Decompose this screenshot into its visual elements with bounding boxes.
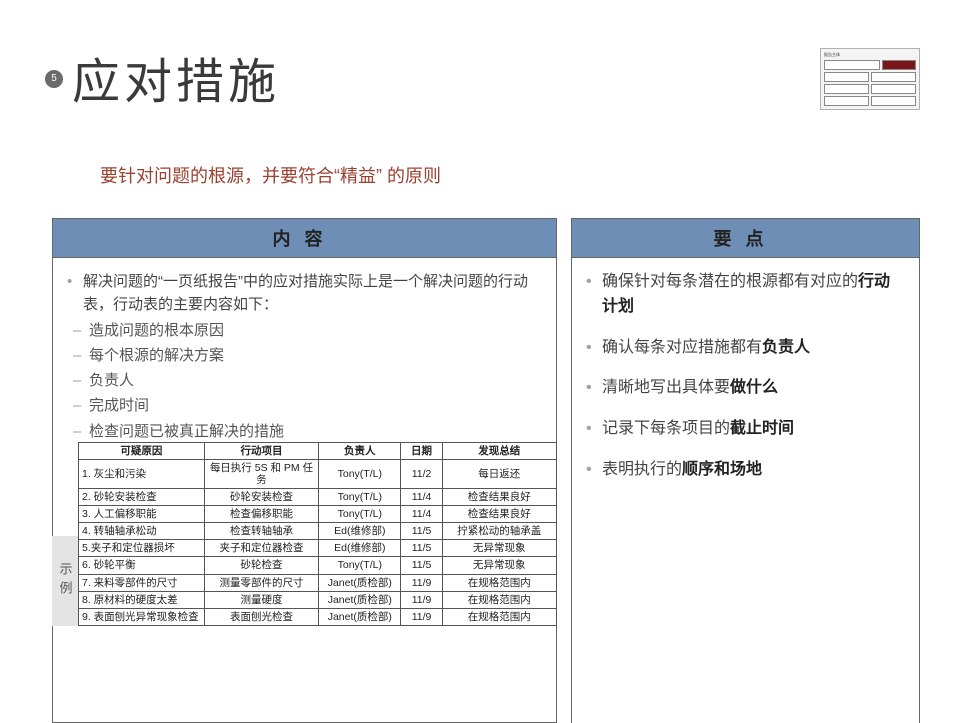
- table-cell: 11/4: [401, 489, 442, 506]
- table-cell: 夹子和定位器检查: [204, 540, 318, 557]
- table-cell: 11/2: [401, 460, 442, 489]
- table-cell: 无异常现象: [442, 540, 556, 557]
- content-panel-header: 内容: [53, 219, 556, 258]
- page-subtitle: 要针对问题的根源，并要符合“精益” 的原则: [100, 162, 441, 188]
- table-cell: 11/5: [401, 557, 442, 574]
- keypoint-item: •确认每条对应措施都有负责人: [586, 336, 905, 361]
- table-cell: 测量零部件的尺寸: [204, 574, 318, 591]
- keypoint-item: •确保针对每条潜在的根源都有对应的行动计划: [586, 270, 905, 320]
- table-cell: Ed(维修部): [319, 540, 401, 557]
- table-cell: 2. 砂轮安装检查: [79, 489, 205, 506]
- content-panel-body: •解决问题的“一页纸报告”中的应对措施实际上是一个解决问题的行动表，行动表的主要…: [53, 258, 556, 459]
- keypoints-panel-body: •确保针对每条潜在的根源都有对应的行动计划 •确认每条对应措施都有负责人 •清晰地写…: [572, 258, 919, 513]
- table-cell: Tony(T/L): [319, 506, 401, 523]
- content-dash-item: –每个根源的解决方案: [67, 344, 542, 367]
- table-cell: 拧紧松动的轴承盖: [442, 523, 556, 540]
- table-cell: Tony(T/L): [319, 489, 401, 506]
- keypoint-item: •清晰地写出具体要做什么: [586, 376, 905, 401]
- example-table-header: 可疑原因: [79, 443, 205, 460]
- table-row: 8. 原材料的硬度太差测量硬度Janet(质检部)11/9在规格范围内: [79, 591, 557, 608]
- table-cell: Tony(T/L): [319, 557, 401, 574]
- table-row: 7. 来料零部件的尺寸测量零部件的尺寸Janet(质检部)11/9在规格范围内: [79, 574, 557, 591]
- keypoints-panel: 要点 •确保针对每条潜在的根源都有对应的行动计划 •确认每条对应措施都有负责人 •清…: [571, 218, 920, 723]
- table-cell: Janet(质检部): [319, 608, 401, 625]
- table-cell: 检查转轴轴承: [204, 523, 318, 540]
- mini-preview-thumbnail: 报告主体: [820, 48, 920, 110]
- table-cell: Tony(T/L): [319, 460, 401, 489]
- table-cell: 无异常现象: [442, 557, 556, 574]
- table-cell: 在规格范围内: [442, 574, 556, 591]
- table-cell: Janet(质检部): [319, 574, 401, 591]
- table-cell: Janet(质检部): [319, 591, 401, 608]
- example-tab-label: 示例: [52, 536, 78, 626]
- table-cell: Ed(维修部): [319, 523, 401, 540]
- table-cell: 砂轮安装检查: [204, 489, 318, 506]
- table-cell: 8. 原材料的硬度太差: [79, 591, 205, 608]
- page-title: 应对措施: [72, 42, 280, 112]
- table-cell: 在规格范围内: [442, 608, 556, 625]
- table-cell: 9. 表面刨光异常现象检查: [79, 608, 205, 625]
- table-row: 6. 砂轮平衡砂轮检查Tony(T/L)11/5无异常现象: [79, 557, 557, 574]
- table-cell: 11/4: [401, 506, 442, 523]
- table-cell: 11/9: [401, 574, 442, 591]
- table-row: 3. 人工偏移职能检查偏移职能Tony(T/L)11/4检查结果良好: [79, 506, 557, 523]
- table-row: 9. 表面刨光异常现象检查表面刨光检查Janet(质检部)11/9在规格范围内: [79, 608, 557, 625]
- table-cell: 检查偏移职能: [204, 506, 318, 523]
- table-cell: 测量硬度: [204, 591, 318, 608]
- table-row: 5.夹子和定位器损坏夹子和定位器检查Ed(维修部)11/5无异常现象: [79, 540, 557, 557]
- example-table-header: 行动项目: [204, 443, 318, 460]
- keypoint-item: •记录下每条项目的截止时间: [586, 417, 905, 442]
- table-cell: 11/9: [401, 591, 442, 608]
- content-dash-item: –造成问题的根本原因: [67, 319, 542, 342]
- example-table: 可疑原因行动项目负责人日期发现总结 1. 灰尘和污染每日执行 5S 和 PM 任…: [78, 442, 557, 626]
- table-row: 2. 砂轮安装检查砂轮安装检查Tony(T/L)11/4检查结果良好: [79, 489, 557, 506]
- page-number-badge: 5: [45, 70, 63, 88]
- table-cell: 检查结果良好: [442, 506, 556, 523]
- example-section: 示例 可疑原因行动项目负责人日期发现总结 1. 灰尘和污染每日执行 5S 和 P…: [52, 442, 557, 626]
- table-row: 1. 灰尘和污染每日执行 5S 和 PM 任务Tony(T/L)11/2每日返还: [79, 460, 557, 489]
- table-cell: 表面刨光检查: [204, 608, 318, 625]
- keypoint-item: •表明执行的顺序和场地: [586, 458, 905, 483]
- table-cell: 11/5: [401, 540, 442, 557]
- table-cell: 11/9: [401, 608, 442, 625]
- content-dash-item: –检查问题已被真正解决的措施: [67, 420, 542, 443]
- table-cell: 6. 砂轮平衡: [79, 557, 205, 574]
- content-dash-item: –完成时间: [67, 394, 542, 417]
- table-cell: 11/5: [401, 523, 442, 540]
- table-cell: 4. 转轴轴承松动: [79, 523, 205, 540]
- table-cell: 检查结果良好: [442, 489, 556, 506]
- table-cell: 7. 来料零部件的尺寸: [79, 574, 205, 591]
- table-cell: 每日执行 5S 和 PM 任务: [204, 460, 318, 489]
- table-cell: 砂轮检查: [204, 557, 318, 574]
- table-row: 4. 转轴轴承松动检查转轴轴承Ed(维修部)11/5拧紧松动的轴承盖: [79, 523, 557, 540]
- keypoints-panel-header: 要点: [572, 219, 919, 258]
- content-lead: 解决问题的“一页纸报告”中的应对措施实际上是一个解决问题的行动表，行动表的主要内…: [83, 270, 542, 317]
- table-cell: 5.夹子和定位器损坏: [79, 540, 205, 557]
- table-cell: 在规格范围内: [442, 591, 556, 608]
- table-cell: 3. 人工偏移职能: [79, 506, 205, 523]
- table-cell: 1. 灰尘和污染: [79, 460, 205, 489]
- content-dash-item: –负责人: [67, 369, 542, 392]
- example-table-header: 发现总结: [442, 443, 556, 460]
- example-table-header: 日期: [401, 443, 442, 460]
- table-cell: 每日返还: [442, 460, 556, 489]
- example-table-header: 负责人: [319, 443, 401, 460]
